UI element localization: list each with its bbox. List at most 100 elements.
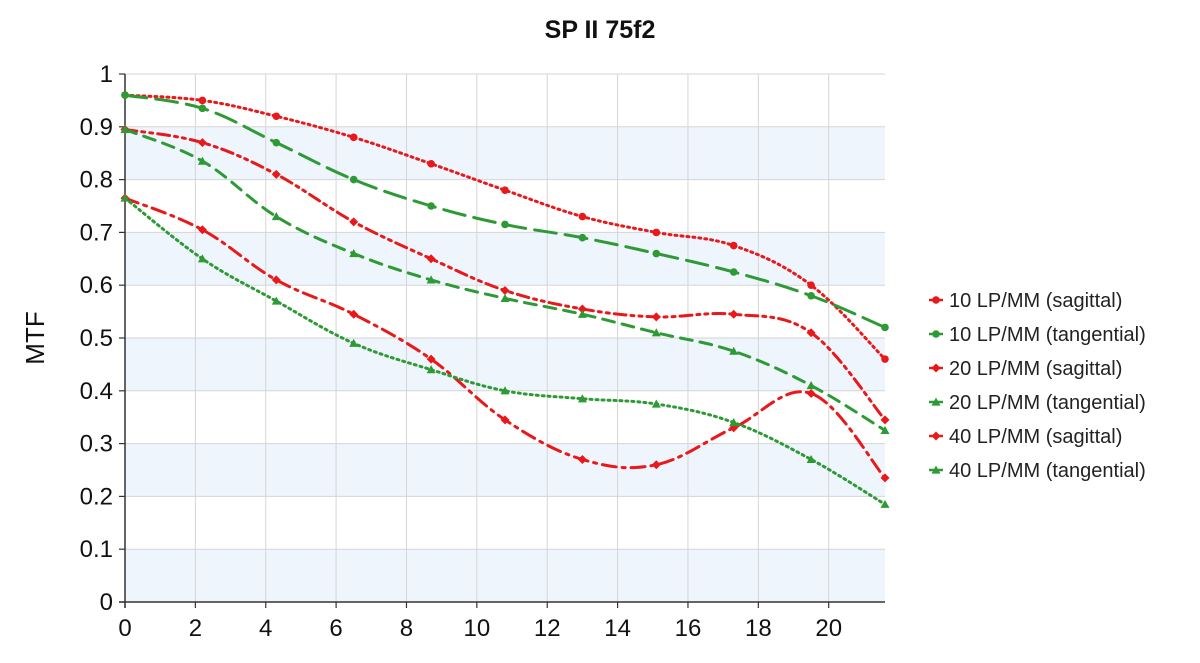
data-point [349,175,358,184]
y-tick-label: 0.7 [80,219,113,246]
data-point [880,499,890,508]
x-tick-label: 12 [534,615,561,642]
data-point [349,309,359,319]
legend-swatch-marker [931,397,941,406]
data-point [881,355,889,363]
grid-band [125,232,885,286]
legend-label: 40 LP/MM (sagittal) [949,426,1122,448]
data-point [807,291,815,300]
data-point [198,96,207,105]
legend-swatch-marker [932,296,940,304]
legend: 10 LP/MM (sagittal) 10 LP/MM (tangential)… [929,290,1146,482]
data-point [652,249,661,258]
legend-item: 10 LP/MM (tangential) [929,324,1146,346]
y-axis-label: MTF [20,311,50,364]
legend-item: 20 LP/MM (sagittal) [929,358,1122,380]
data-point [271,169,281,179]
gridlines [124,73,885,603]
legend-label: 10 LP/MM (sagittal) [949,290,1122,312]
legend-swatch-marker [931,465,941,474]
data-point [880,425,890,434]
legend-label: 10 LP/MM (tangential) [949,324,1146,346]
data-point [500,293,510,302]
legend-swatch-marker [931,431,941,441]
data-point [729,346,739,355]
y-tick-label: 0.1 [80,536,113,563]
y-tick-label: 0.4 [80,378,113,405]
x-tick-label: 0 [118,615,131,642]
grid-band [125,549,885,602]
series-lines [120,91,890,508]
y-tick-label: 0.2 [80,483,113,510]
data-point [500,285,510,295]
y-tick-label: 0.6 [80,272,113,299]
data-point [880,415,890,425]
data-point [272,138,281,147]
data-point [271,296,281,305]
data-point [652,228,661,237]
legend-item: 10 LP/MM (sagittal) [929,290,1122,312]
data-point [427,202,435,210]
data-point [426,365,436,374]
grid-band [125,126,885,180]
data-point [578,233,587,242]
data-point [426,354,436,364]
y-tick-label: 0.9 [80,114,113,141]
data-point [197,254,207,263]
legend-item: 40 LP/MM (sagittal) [929,426,1122,448]
series-2 [121,91,889,332]
data-point [272,112,281,121]
data-point [729,309,739,319]
data-point [349,217,359,227]
data-point [271,275,281,285]
data-point [349,133,358,142]
series-1 [121,91,889,363]
data-point [651,328,661,337]
data-point [349,249,359,258]
y-tick-label: 0.5 [80,325,113,352]
data-point [120,193,130,202]
series-6 [120,193,890,508]
y-tick-label: 0 [100,589,113,616]
axes: 00.10.20.30.40.50.60.70.80.910 2 4 6 8 10 12 14… [20,61,885,642]
chart-title: SP II 75f2 [545,16,656,44]
data-point [577,309,587,318]
x-tick-label: 14 [604,615,631,642]
legend-label: 20 LP/MM (sagittal) [949,358,1122,380]
legend-label: 40 LP/MM (tangential) [949,460,1146,482]
data-point [271,212,281,221]
y-tick-label: 1 [100,61,113,88]
x-tick-label: 4 [259,615,272,642]
data-point [427,159,435,168]
legend-item: 40 LP/MM (tangential) [929,460,1146,482]
y-tick-label: 0.8 [80,167,113,194]
series-line [123,196,887,506]
data-point [349,338,359,347]
data-point [500,415,510,425]
x-tick-label: 20 [815,615,842,642]
legend-item: 20 LP/MM (tangential) [929,392,1146,414]
data-point [577,394,587,403]
legend-label: 20 LP/MM (tangential) [949,392,1146,414]
grid-band [125,443,885,497]
data-point [806,388,816,398]
data-point [880,473,890,483]
data-point [807,281,815,290]
data-point [197,225,207,235]
y-tick-label: 0.3 [80,431,113,458]
legend-swatch-marker [932,330,940,338]
data-point [806,454,816,464]
series-4 [120,124,890,434]
data-point [198,104,207,113]
data-point [651,312,661,322]
x-tick-label: 16 [675,615,702,642]
x-tick-label: 6 [329,615,342,642]
data-point [881,323,889,332]
data-point [501,186,509,194]
series-line [123,93,887,361]
x-tick-label: 10 [464,615,491,642]
data-point [806,381,816,390]
data-point [120,124,130,134]
